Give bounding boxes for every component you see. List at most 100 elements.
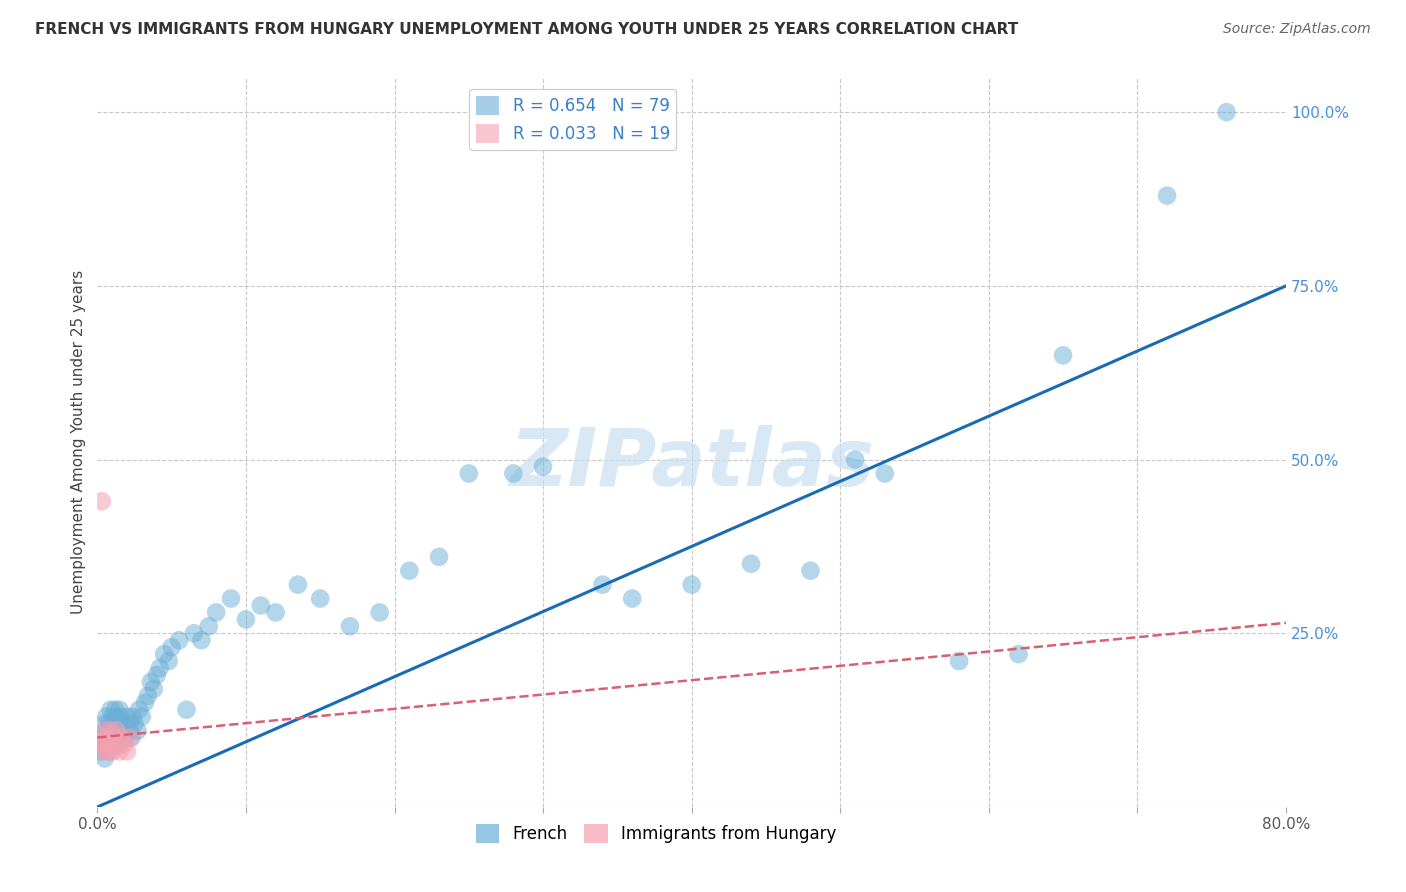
Point <box>97 731 120 745</box>
Point <box>134 696 156 710</box>
Point <box>146 668 169 682</box>
Point <box>91 738 114 752</box>
Point <box>110 709 132 723</box>
Point <box>844 452 866 467</box>
Point <box>97 744 120 758</box>
Point <box>118 723 141 738</box>
Point <box>103 716 125 731</box>
Point <box>149 661 172 675</box>
Point <box>103 738 125 752</box>
Legend: R = 0.654   N = 79, R = 0.033   N = 19: R = 0.654 N = 79, R = 0.033 N = 19 <box>470 89 676 150</box>
Point <box>103 731 125 745</box>
Point <box>339 619 361 633</box>
Point <box>107 738 129 752</box>
Point <box>96 709 118 723</box>
Point <box>101 731 124 745</box>
Point <box>117 716 139 731</box>
Point <box>89 738 111 752</box>
Point <box>112 738 135 752</box>
Point <box>98 744 121 758</box>
Point <box>176 703 198 717</box>
Point <box>98 738 121 752</box>
Point <box>112 723 135 738</box>
Point <box>94 723 117 738</box>
Point <box>309 591 332 606</box>
Point <box>531 459 554 474</box>
Point <box>104 703 127 717</box>
Point <box>124 716 146 731</box>
Point <box>153 647 176 661</box>
Point <box>127 723 149 738</box>
Point <box>108 703 131 717</box>
Point <box>90 494 112 508</box>
Text: ZIPatlas: ZIPatlas <box>509 425 875 503</box>
Point <box>96 731 118 745</box>
Point <box>368 606 391 620</box>
Point <box>249 599 271 613</box>
Point <box>1007 647 1029 661</box>
Point <box>142 681 165 696</box>
Point <box>107 716 129 731</box>
Point <box>128 703 150 717</box>
Point <box>948 654 970 668</box>
Point <box>287 577 309 591</box>
Point <box>90 731 112 745</box>
Point <box>101 744 124 758</box>
Point <box>111 716 134 731</box>
Point <box>157 654 180 668</box>
Point <box>621 591 644 606</box>
Point <box>1215 105 1237 120</box>
Point <box>105 709 128 723</box>
Point <box>91 744 114 758</box>
Y-axis label: Unemployment Among Youth under 25 years: Unemployment Among Youth under 25 years <box>72 270 86 615</box>
Point <box>264 606 287 620</box>
Point <box>219 591 242 606</box>
Point <box>122 709 145 723</box>
Point <box>104 738 127 752</box>
Point <box>398 564 420 578</box>
Point <box>115 744 138 758</box>
Text: FRENCH VS IMMIGRANTS FROM HUNGARY UNEMPLOYMENT AMONG YOUTH UNDER 25 YEARS CORREL: FRENCH VS IMMIGRANTS FROM HUNGARY UNEMPL… <box>35 22 1018 37</box>
Point <box>104 723 127 738</box>
Point <box>105 723 128 738</box>
Point <box>94 751 117 765</box>
Point <box>100 703 122 717</box>
Point <box>105 731 128 745</box>
Point <box>96 723 118 738</box>
Point <box>131 709 153 723</box>
Point <box>114 731 136 745</box>
Point <box>101 709 124 723</box>
Point <box>139 674 162 689</box>
Point <box>94 716 117 731</box>
Point <box>205 606 228 620</box>
Point <box>100 723 122 738</box>
Point <box>110 731 132 745</box>
Point <box>108 723 131 738</box>
Point <box>89 744 111 758</box>
Point <box>427 549 450 564</box>
Point <box>873 467 896 481</box>
Point <box>121 731 143 745</box>
Point <box>94 738 117 752</box>
Point <box>183 626 205 640</box>
Point <box>160 640 183 655</box>
Point <box>97 738 120 752</box>
Point <box>235 612 257 626</box>
Point <box>1052 348 1074 362</box>
Text: Source: ZipAtlas.com: Source: ZipAtlas.com <box>1223 22 1371 37</box>
Point <box>98 716 121 731</box>
Point <box>799 564 821 578</box>
Point <box>136 689 159 703</box>
Point <box>592 577 614 591</box>
Point <box>108 744 131 758</box>
Point <box>110 731 132 745</box>
Point <box>681 577 703 591</box>
Point <box>90 731 112 745</box>
Point <box>457 467 479 481</box>
Point <box>197 619 219 633</box>
Point <box>740 557 762 571</box>
Point <box>190 633 212 648</box>
Point <box>502 467 524 481</box>
Point <box>115 709 138 723</box>
Point <box>167 633 190 648</box>
